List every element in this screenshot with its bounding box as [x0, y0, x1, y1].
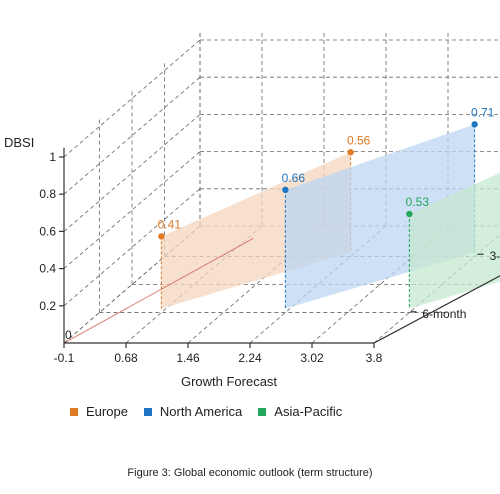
depth-tick-label: 3-year	[490, 249, 500, 263]
x-axis-title: Growth Forecast	[181, 374, 277, 389]
left-wall-gridline	[63, 151, 201, 269]
labels: -0.1 0.68 1.46 2.24 3.02 3.8 0.2 0.4 0.6 0.8 1 6-mo…	[4, 105, 500, 389]
figure-caption: Figure 3: Global economic outlook (term …	[127, 467, 373, 479]
left-wall-gridline	[63, 188, 201, 307]
series-areas	[63, 124, 500, 344]
legend: Europe North America Asia-Pacific	[70, 404, 342, 419]
legend-item-asia-pacific: Asia-Pacific	[258, 404, 342, 419]
legend-label-europe: Europe	[86, 404, 128, 419]
series-points	[158, 121, 478, 240]
point-asia-pacific	[406, 210, 413, 218]
x-tick-label: 1.46	[176, 351, 200, 365]
y-tick-label: 1	[49, 150, 56, 164]
origin-label: 0	[65, 328, 72, 342]
legend-label-north-america: North America	[159, 404, 243, 419]
data-label-north-america: 0.66	[282, 171, 306, 185]
x-tick-label: 0.68	[114, 351, 138, 365]
point-europe	[158, 233, 165, 240]
x-tick-label: 2.24	[238, 351, 262, 365]
legend-swatch-europe	[70, 407, 78, 416]
y-axis-title: DBSI	[4, 135, 34, 150]
x-tick-label: 3.8	[366, 351, 383, 365]
legend-swatch-north-america	[143, 407, 152, 416]
axes	[59, 147, 500, 348]
x-tick-label: 3.02	[300, 351, 324, 365]
chart: -0.1 0.68 1.46 2.24 3.02 3.8 0.2 0.4 0.6 0.8 1 6-mo…	[4, 30, 500, 389]
legend-swatch-asia-pacific	[258, 407, 267, 416]
y-tick-label: 0.4	[39, 262, 56, 276]
y-tick-label: 0.8	[39, 187, 56, 201]
x-tick-label: -0.1	[54, 351, 75, 365]
origin-line	[63, 237, 254, 344]
left-wall-gridline	[63, 39, 201, 158]
data-label-europe: 0.41	[158, 217, 182, 231]
y-tick-label: 0.6	[39, 224, 56, 238]
data-label-europe: 0.56	[347, 133, 371, 147]
legend-item-europe: Europe	[70, 404, 128, 419]
left-wall-gridline	[63, 114, 201, 232]
area-asia-pacific	[409, 172, 500, 309]
point-north-america	[282, 186, 289, 194]
y-tick-label: 0.2	[39, 299, 56, 313]
data-label-asia-pacific: 0.53	[406, 195, 430, 209]
depth-axis-line	[373, 275, 500, 344]
point-europe	[347, 149, 354, 156]
legend-item-north-america: North America	[143, 404, 243, 419]
left-wall-gridline	[63, 76, 201, 195]
point-north-america	[471, 121, 478, 128]
legend-label-asia-pacific: Asia-Pacific	[274, 404, 343, 419]
data-label-north-america: 0.71	[471, 105, 495, 119]
depth-tick-label: 6-month	[422, 307, 466, 321]
